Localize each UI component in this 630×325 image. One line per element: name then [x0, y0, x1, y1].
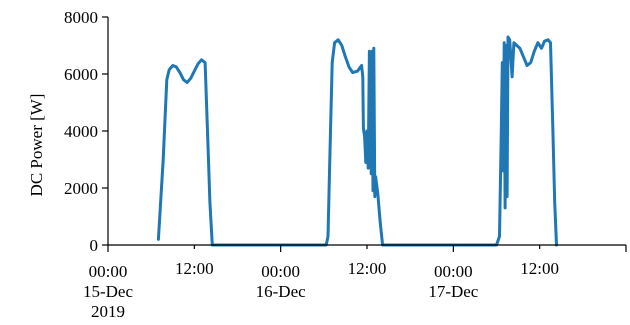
y-axis-ticks: 0 2000 4000 6000 8000 [64, 8, 108, 255]
y-axis-title: DC Power [W] [27, 94, 46, 197]
x-minor-tick-label: 12:00 [348, 259, 387, 278]
x-minor-tick-label: 12:00 [520, 259, 559, 278]
x-major-tick-label: 00:00 [434, 262, 473, 281]
x-major-tick-label: 00:00 [89, 262, 128, 281]
y-tick-label: 6000 [64, 65, 98, 84]
y-tick-label: 4000 [64, 122, 98, 141]
y-tick-label: 2000 [64, 179, 98, 198]
x-major-tick-label: 17-Dec [428, 282, 478, 301]
x-major-tick-label: 15-Dec [83, 282, 133, 301]
x-major-tick-label: 16-Dec [256, 282, 306, 301]
x-major-tick-label: 2019 [91, 302, 125, 321]
dc-power-series-line [156, 35, 558, 247]
y-tick-label: 8000 [64, 8, 98, 27]
x-minor-tick-label: 12:00 [175, 259, 214, 278]
y-tick-label: 0 [90, 236, 99, 255]
plot-area [156, 35, 558, 247]
x-axis-ticks: 00:0015-Dec201900:0016-Dec00:0017-Dec12:… [83, 245, 627, 321]
x-major-tick-label: 00:00 [261, 262, 300, 281]
